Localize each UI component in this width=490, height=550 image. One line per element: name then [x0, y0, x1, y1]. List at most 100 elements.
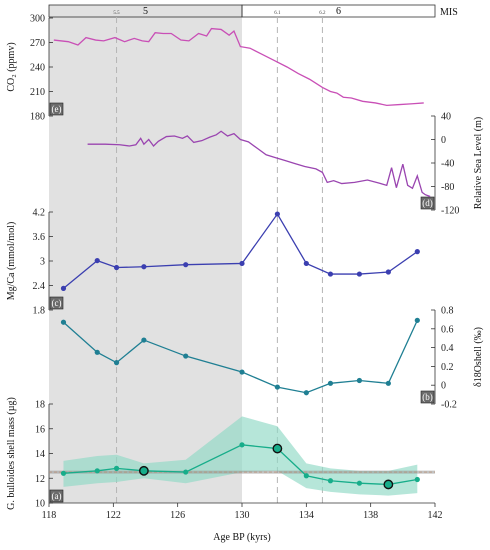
data-point: [274, 384, 280, 390]
mis5-shading: [49, 5, 242, 503]
x-tick-label: 134: [299, 510, 314, 521]
data-point: [327, 271, 334, 277]
y-axis-label: δ18Oshell (‰): [473, 327, 484, 387]
event-label: 5.5: [113, 11, 120, 16]
y-tick-label: -40: [441, 159, 454, 170]
data-point: [94, 349, 100, 355]
panel-d: -120 -80 -40 0 40 Relative Sea Level (m) (d): [87, 112, 484, 217]
mis-stage-label: 5: [143, 6, 148, 17]
y-tick-label: 1.8: [33, 306, 46, 317]
panel-tag: (c): [52, 298, 62, 308]
panel-e: 180 210 240 270 300 CO₂ (ppmv) (e): [6, 14, 424, 123]
y-tick-label: 300: [30, 14, 45, 25]
mis-stage-label: 6: [336, 6, 341, 17]
y-tick-label: 16: [35, 424, 45, 435]
data-point: [183, 353, 189, 359]
highlighted-point: [272, 443, 283, 454]
panel-tag-box: [420, 196, 435, 210]
y-axis-label: Mg/Ca (mmol/mol): [6, 222, 17, 301]
highlighted-point: [383, 479, 394, 490]
data-point: [303, 473, 309, 479]
data-point: [94, 257, 100, 264]
data-point: [385, 380, 391, 386]
data-point: [356, 480, 363, 486]
panel-tag: (a): [52, 491, 62, 501]
data-point: [327, 380, 334, 386]
y-tick-label: 210: [30, 87, 45, 98]
x-axis-label: Age BP (kyrs): [213, 532, 270, 543]
panel-tag-box: [49, 296, 64, 310]
mis5-shade-rect: [49, 5, 242, 503]
x-tick-label: 138: [363, 510, 378, 521]
y-tick-label: 14: [35, 449, 45, 460]
data-point: [303, 260, 309, 267]
highlighted-point: [138, 465, 149, 476]
series-line: [63, 444, 418, 486]
data-point: [141, 264, 147, 270]
series-line: [63, 212, 418, 289]
panel-a: 10 12 14 16 18 G. bulloides shell mass (µg) (a…: [6, 397, 435, 510]
series-line: [53, 27, 424, 107]
event-label: 6.1: [274, 11, 281, 16]
y-tick-label: 12: [35, 474, 45, 485]
data-point: [60, 285, 67, 291]
mis-stage-box: [241, 4, 436, 18]
data-point: [113, 465, 120, 471]
data-point: [141, 337, 147, 343]
data-point: [94, 468, 100, 474]
y-tick-label: 0.8: [441, 306, 454, 317]
y-tick-label: 0: [441, 135, 446, 146]
y-tick-label: 0.2: [441, 362, 454, 373]
y-tick-label: 180: [30, 112, 45, 123]
x-tick-label: 122: [106, 510, 121, 521]
y-tick-label: -0.2: [441, 400, 457, 411]
y-tick-label: 3: [40, 257, 45, 268]
x-tick-label: 130: [235, 510, 250, 521]
data-point: [113, 264, 120, 271]
y-tick-label: -80: [441, 182, 454, 193]
y-tick-label: 240: [30, 63, 45, 74]
y-axis-label: G. bulloides shell mass (µg): [6, 397, 17, 510]
event-lines: 5.5 6.1 6.2: [113, 11, 326, 503]
data-point: [60, 319, 67, 325]
panel-tag: (d): [422, 198, 433, 208]
mis-bar: 5 6 MIS: [48, 4, 458, 18]
data-point: [414, 317, 420, 323]
x-tick-label: 126: [170, 510, 185, 521]
data-point: [414, 476, 420, 483]
x-tick-label: 118: [42, 510, 57, 521]
y-tick-label: 4.2: [33, 208, 46, 219]
event-label: 6.2: [319, 11, 326, 16]
y-tick-label: 40: [441, 112, 451, 123]
y-tick-label: 270: [30, 38, 45, 49]
data-point: [239, 442, 245, 448]
y-tick-label: 3.6: [33, 232, 46, 243]
panel-b: -0.2 0 0.2 0.4 0.6 0.8 δ18Oshell (‰) (b): [60, 306, 484, 411]
y-tick-label: 0.4: [441, 343, 454, 354]
data-point: [356, 377, 363, 384]
y-tick-label: 0.6: [441, 324, 454, 335]
series-line: [87, 130, 431, 198]
data-point: [183, 469, 189, 475]
series-line: [63, 320, 418, 394]
y-axis-label: CO₂ (ppmv): [6, 42, 17, 91]
data-point: [274, 211, 280, 217]
data-point: [414, 249, 420, 255]
data-point: [356, 271, 363, 277]
panel-tag-box: [420, 390, 435, 404]
y-tick-label: 0: [441, 381, 446, 392]
panel-tag: (e): [52, 104, 62, 114]
panel-c: 1.8 2.4 3 3.6 4.2 Mg/Ca (mmol/mol) (c): [6, 208, 420, 317]
x-tick-label: 142: [428, 510, 443, 521]
data-point: [239, 260, 245, 267]
y-tick-label: 2.4: [33, 281, 46, 292]
data-point: [60, 470, 67, 476]
x-axis: 118 122 126 130 134 138 142 Age BP (kyrs): [42, 502, 443, 543]
data-point: [113, 360, 120, 366]
y-tick-label: -120: [441, 206, 459, 217]
data-point: [303, 390, 309, 396]
data-point: [183, 262, 189, 268]
data-point: [385, 269, 391, 275]
panel-tag-box: [49, 102, 64, 116]
